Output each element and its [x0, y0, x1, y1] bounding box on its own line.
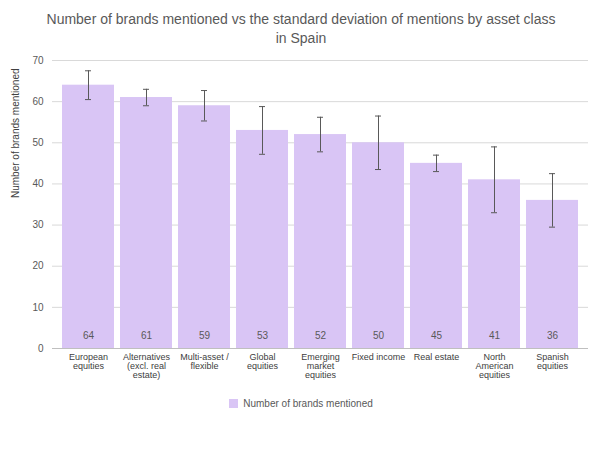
- svg-text:53: 53: [257, 330, 269, 341]
- svg-text:Alternatives(excl. realestate): Alternatives(excl. realestate): [123, 352, 171, 380]
- svg-text:Emergingmarketequities: Emergingmarketequities: [301, 352, 340, 380]
- svg-text:NorthAmericanequities: NorthAmericanequities: [475, 352, 513, 380]
- svg-text:60: 60: [32, 96, 44, 107]
- svg-text:36: 36: [547, 330, 559, 341]
- svg-text:64: 64: [83, 330, 95, 341]
- svg-text:Real estate: Real estate: [414, 352, 460, 362]
- svg-text:61: 61: [141, 330, 153, 341]
- svg-text:59: 59: [199, 330, 211, 341]
- svg-text:52: 52: [315, 330, 327, 341]
- svg-text:Multi-asset /flexible: Multi-asset /flexible: [180, 352, 229, 371]
- svg-text:Europeanequities: Europeanequities: [69, 352, 108, 371]
- svg-text:30: 30: [32, 219, 44, 230]
- svg-text:41: 41: [489, 330, 501, 341]
- svg-text:Globalequities: Globalequities: [247, 352, 279, 371]
- svg-text:70: 70: [32, 55, 44, 66]
- svg-text:0: 0: [38, 343, 44, 354]
- html-text:Number of brands mentioned vs: Number of brands mentioned vs the standa…: [46, 11, 556, 46]
- svg-text:40: 40: [32, 178, 44, 189]
- svg-text:50: 50: [373, 330, 385, 341]
- svg-text:20: 20: [32, 260, 44, 271]
- html-text:Number of brands mentioned: Number of brands mentioned: [243, 398, 373, 409]
- html-text:Number of brands mentioned: Number of brands mentioned: [10, 68, 21, 198]
- svg-text:45: 45: [431, 330, 443, 341]
- svg-text:10: 10: [32, 302, 44, 313]
- svg-text:50: 50: [32, 137, 44, 148]
- svg-text:Fixed income: Fixed income: [352, 352, 406, 362]
- svg-text:Spanishequities: Spanishequities: [536, 352, 569, 371]
